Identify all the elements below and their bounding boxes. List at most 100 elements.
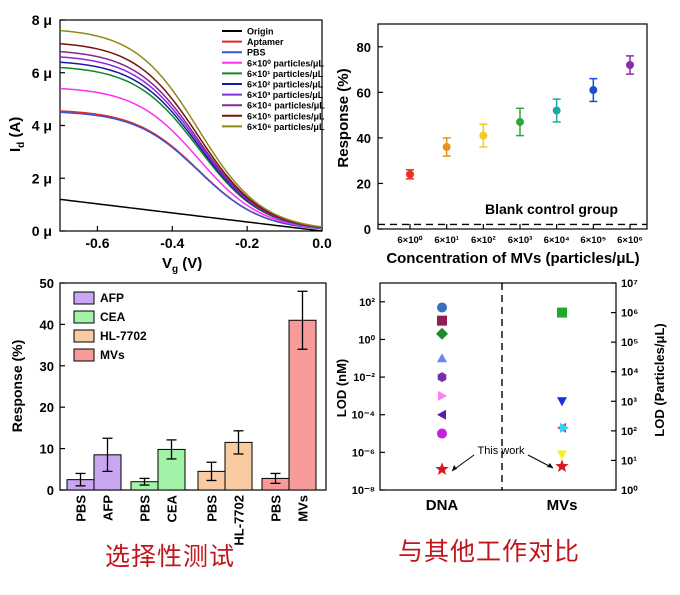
y-tick-label-right: 10⁷	[621, 278, 638, 290]
dna-marker	[437, 428, 447, 439]
y-tick-label: 0	[364, 222, 371, 237]
x-tick-label: 0.0	[312, 235, 332, 251]
y-tick-label-right: 10⁵	[621, 337, 638, 349]
y-tick-label: 10⁻⁶	[352, 447, 375, 459]
caption-comparison: 与其他工作对比	[398, 537, 581, 566]
legend-label: Aptamer	[247, 37, 284, 47]
plot-frame	[379, 282, 617, 491]
x-axis-label: Vg (V)	[162, 255, 202, 275]
data-point	[552, 106, 561, 115]
legend-label: HL-7702	[100, 329, 147, 343]
legend-label: MVs	[100, 348, 125, 362]
annotation-label: This work	[477, 445, 525, 457]
legend-label: 6×10¹ particles/μL	[247, 69, 324, 79]
series-line	[59, 29, 323, 228]
transfer-curves-panel: 0 μ 2 μ 4 μ 6 μ 8 μ -0.6 -0.4 -0.2 0.0 Vg (V) Id (…	[7, 12, 332, 275]
y-tick-label: 20	[357, 176, 371, 191]
legend-label: 6×10² particles/μL	[247, 80, 324, 90]
dna-marker	[435, 462, 449, 475]
x-tick-label: PBS	[269, 495, 284, 522]
legend-label: 6×10⁴ particles/μL	[247, 101, 325, 111]
y-tick-label: 80	[357, 40, 371, 55]
baseline-label: Blank control group	[485, 201, 618, 217]
y-tick-label: 0	[47, 483, 54, 498]
legend-swatch	[73, 291, 95, 305]
y-tick-label: 10⁻⁸	[352, 485, 375, 497]
y-axis-label: Response (%)	[335, 68, 352, 167]
dna-marker	[437, 302, 447, 313]
legend-label: 6×10³ particles/μL	[247, 90, 324, 100]
x-axis-label: Concentration of MVs (particles/μL)	[386, 250, 639, 267]
x-tick-label: 6×10⁵	[580, 235, 606, 246]
mv-marker	[557, 307, 567, 318]
x-tick-label: 6×10¹	[434, 235, 459, 246]
y-tick-label: 10⁻²	[353, 372, 375, 384]
y-tick-label-right: 10²	[621, 426, 637, 438]
selectivity-panel: 0 10 20 30 40 50 PBS AFP PBS CEA PBS HL-7702 PBS MVs A…	[9, 276, 327, 546]
x-tick-label: 6×10²	[471, 235, 496, 246]
y-tick-label: 6 μ	[32, 65, 52, 81]
x-tick-label: PBS	[74, 495, 89, 522]
y-axis-label-right: LOD (Particles/μL)	[652, 323, 667, 436]
x-tick-label: 6×10⁶	[617, 235, 643, 246]
dna-marker	[436, 327, 448, 340]
y-tick-label: 10⁻⁴	[352, 410, 375, 422]
y-tick-label: 40	[40, 317, 54, 332]
annotation-arrow-head	[452, 465, 457, 471]
legend-label: PBS	[247, 48, 266, 58]
dna-marker	[438, 390, 447, 401]
x-tick-label: 6×10⁰	[397, 235, 422, 246]
data-point	[442, 143, 451, 151]
x-tick-label: PBS	[205, 495, 220, 522]
y-tick-label-right: 10⁴	[621, 367, 639, 379]
series-line	[59, 42, 323, 228]
concentration-response-panel: 0 20 40 60 80 6×10⁰ 6×10¹ 6×10² 6×10³ 6×10⁴ 6×10⁵ 6…	[335, 23, 648, 267]
dna-marker	[437, 409, 446, 420]
y-tick-label: 20	[40, 400, 54, 415]
lod-comparison-panel: 10² 10⁰ 10⁻² 10⁻⁴ 10⁻⁶ 10⁻⁸ 10⁷ 10⁶ 10⁵ 10⁴ 10³ 10²…	[334, 278, 667, 514]
data-point	[479, 131, 488, 140]
y-tick-label-right: 10³	[621, 396, 637, 408]
legend-label: 6×10⁶ particles/μL	[247, 122, 325, 132]
y-tick-label: 0 μ	[32, 223, 52, 239]
x-tick-label: -0.6	[85, 235, 109, 251]
x-tick-label: 6×10³	[508, 235, 533, 246]
mv-marker	[555, 459, 569, 473]
y-tick-label: 8 μ	[32, 12, 52, 28]
mv-marker	[557, 450, 567, 460]
dna-marker	[437, 353, 447, 363]
dna-marker	[437, 315, 447, 326]
x-tick-label: AFP	[101, 495, 116, 521]
x-category-label: MVs	[547, 497, 578, 514]
y-tick-label: 30	[40, 359, 54, 374]
x-tick-label: HL-7702	[232, 495, 247, 546]
x-tick-label: -0.4	[160, 235, 184, 251]
legend-label: Origin	[247, 27, 274, 37]
annotation-arrow-head	[547, 463, 553, 468]
data-point	[589, 86, 598, 95]
y-tick-label-right: 10⁶	[621, 308, 638, 320]
mv-marker	[560, 422, 569, 433]
legend-label: AFP	[100, 291, 124, 305]
legend-label: 6×10⁵ particles/μL	[247, 111, 325, 121]
y-tick-label-right: 10¹	[621, 455, 637, 467]
y-axis-label: Response (%)	[9, 340, 25, 433]
plot-frame	[59, 282, 327, 491]
y-tick-label-right: 10⁰	[621, 485, 638, 497]
x-tick-label: CEA	[165, 494, 180, 522]
y-tick-label: 40	[357, 131, 371, 146]
y-axis-label: Id (A)	[7, 117, 27, 152]
x-tick-label: -0.2	[235, 235, 259, 251]
y-tick-label: 4 μ	[32, 118, 52, 134]
data-point	[626, 61, 634, 69]
data-point	[406, 170, 414, 179]
legend-label: 6×10⁰ particles/μL	[247, 58, 324, 68]
series-line	[59, 111, 323, 230]
x-tick-label: PBS	[138, 495, 153, 522]
y-tick-label: 10²	[359, 297, 375, 309]
y-tick-label: 10⁰	[358, 334, 375, 346]
x-tick-label: 6×10⁴	[544, 235, 570, 246]
mv-marker	[557, 397, 567, 407]
y-tick-label: 2 μ	[32, 170, 52, 186]
